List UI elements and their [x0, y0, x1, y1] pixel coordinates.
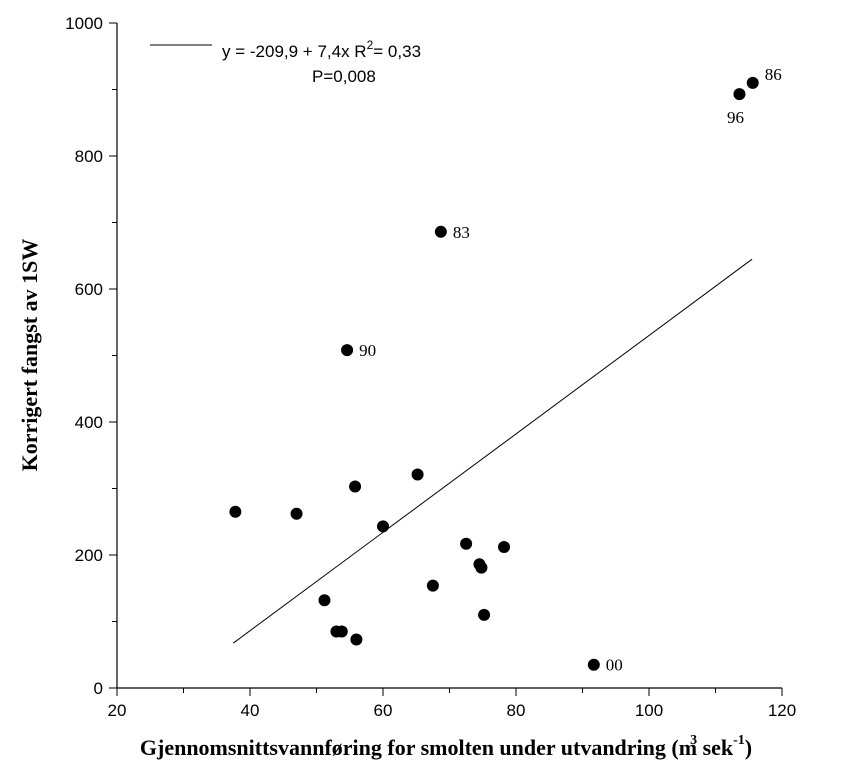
- data-point: [426, 579, 439, 592]
- data-point: [335, 625, 348, 638]
- legend-pvalue: P=0,008: [312, 67, 376, 86]
- data-point: [434, 225, 447, 238]
- data-point: [318, 594, 331, 607]
- regression-trendline: [233, 258, 753, 644]
- point-labels: 90 83 00 96 86: [359, 65, 782, 675]
- point-label: 83: [453, 223, 470, 242]
- data-points: [229, 76, 759, 671]
- y-tick-label: 0: [94, 679, 103, 698]
- data-point: [349, 480, 362, 493]
- data-point: [475, 561, 488, 574]
- point-label: 00: [606, 656, 623, 675]
- data-point: [478, 608, 491, 621]
- x-axis-title: Gjennomsnittsvannføring for smolten unde…: [140, 733, 752, 760]
- data-point: [746, 76, 759, 89]
- point-label: 96: [727, 108, 744, 127]
- x-tick-label: 80: [507, 701, 526, 720]
- data-point: [460, 537, 473, 550]
- y-tick-label: 1000: [65, 14, 103, 33]
- y-tick-label: 800: [75, 147, 103, 166]
- data-point: [350, 633, 363, 646]
- y-axis-title: Korrigert fangst av 1SW: [17, 239, 42, 472]
- data-point: [733, 88, 746, 101]
- x-tick-label: 100: [635, 701, 663, 720]
- legend-equation: y = -209,9 + 7,4x R2= 0,33: [222, 38, 421, 61]
- x-tick-label: 20: [108, 701, 127, 720]
- y-tick-label: 200: [75, 546, 103, 565]
- y-tick-label: 600: [75, 280, 103, 299]
- y-tick-label: 400: [75, 413, 103, 432]
- data-point: [498, 541, 511, 554]
- data-point: [411, 468, 424, 481]
- data-point: [229, 505, 242, 518]
- x-tick-label: 120: [768, 701, 796, 720]
- data-point: [377, 520, 389, 533]
- x-tick-label: 40: [241, 701, 260, 720]
- legend-equation-sup: 2: [367, 38, 374, 52]
- data-point: [290, 507, 303, 520]
- point-label: 86: [765, 65, 782, 84]
- legend: y = -209,9 + 7,4x R2= 0,33 P=0,008: [150, 38, 421, 86]
- axes: [116, 23, 782, 689]
- point-label: 90: [359, 341, 376, 360]
- data-point: [587, 658, 600, 671]
- data-point: [341, 344, 354, 357]
- regression-line: [233, 258, 753, 644]
- x-tick-label: 60: [374, 701, 393, 720]
